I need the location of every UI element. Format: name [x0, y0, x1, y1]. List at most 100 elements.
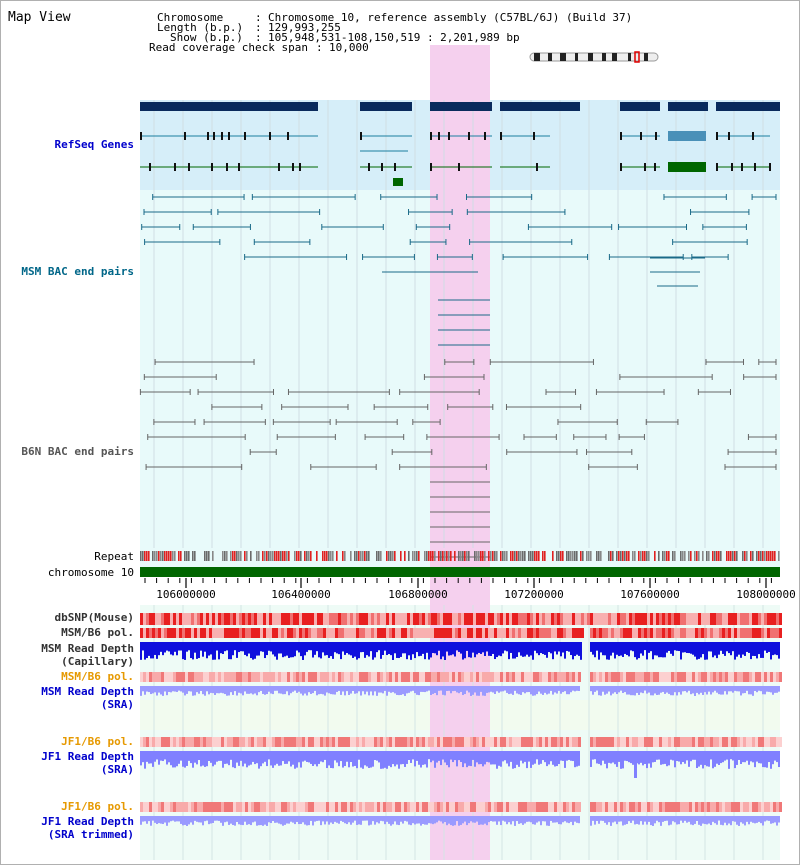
repeat-mark [490, 551, 492, 561]
track-label-jf1-pol-1[interactable]: JF1/B6 pol. [61, 735, 134, 748]
polymorphism-cell [659, 802, 662, 812]
repeat-mark [222, 551, 224, 561]
polymorphism-cell [647, 672, 650, 682]
read-depth-bar [150, 751, 152, 764]
read-depth-bar [380, 642, 382, 659]
polymorphism-cell [548, 613, 551, 625]
read-depth-bar [312, 751, 314, 766]
track-label-jf1-depth-sra[interactable]: JF1 Read Depth [41, 750, 134, 763]
read-depth-bar [680, 751, 682, 765]
read-depth-bar [776, 642, 778, 656]
polymorphism-cell [221, 628, 224, 638]
polymorphism-cell [671, 628, 674, 638]
read-depth-bar [684, 642, 686, 653]
read-depth-bar [518, 686, 520, 695]
read-depth-bar [420, 816, 422, 826]
polymorphism-cell [170, 672, 173, 682]
track-label-msm-depth-sra[interactable]: MSM Read Depth [41, 685, 134, 698]
read-depth-bar [446, 686, 448, 691]
polymorphism-cell [197, 802, 200, 812]
read-depth-bar [202, 686, 204, 695]
read-depth-bar [618, 686, 620, 693]
read-depth-bar [320, 642, 322, 659]
track-label-msm-b6-pol-2[interactable]: MSM/B6 pol. [61, 670, 134, 683]
polymorphism-cell [317, 613, 320, 625]
track-label-jf1-pol-2[interactable]: JF1/B6 pol. [61, 800, 134, 813]
read-depth-bar [656, 751, 658, 760]
polymorphism-cell [296, 672, 299, 682]
read-depth-bar [400, 751, 402, 765]
read-depth-bar [568, 751, 570, 760]
read-depth-bar [770, 751, 772, 769]
polymorphism-cell [695, 737, 698, 747]
read-depth-bar [516, 686, 518, 694]
polymorphism-cell [248, 737, 251, 747]
track-label-msm-b6-pol-1[interactable]: MSM/B6 pol. [61, 626, 134, 639]
track-label-msm-depth-capillary[interactable]: MSM Read Depth [41, 642, 134, 655]
read-depth-bar [310, 686, 312, 694]
polymorphism-cell [227, 628, 230, 638]
read-depth-bar [200, 686, 202, 691]
polymorphism-cell [206, 613, 209, 625]
polymorphism-cell [548, 628, 551, 638]
read-depth-bar [228, 751, 230, 766]
polymorphism-cell [398, 672, 401, 682]
polymorphism-cell [566, 737, 569, 747]
track-label-refseq[interactable]: RefSeq Genes [54, 138, 134, 151]
polymorphism-cell [266, 613, 269, 625]
track-label-repeat[interactable]: Repeat [94, 550, 134, 563]
track-label-dbsnp[interactable]: dbSNP(Mouse) [54, 611, 134, 624]
polymorphism-cell [299, 628, 302, 638]
track-label-jf1-depth-trimmed[interactable]: JF1 Read Depth [41, 815, 134, 828]
track-label-msm-bac[interactable]: MSM BAC end pairs [21, 265, 134, 278]
read-depth-bar [280, 686, 282, 694]
polymorphism-cell [590, 613, 593, 625]
track-label-b6n-bac[interactable]: B6N BAC end pairs [21, 445, 134, 458]
read-depth-bar [572, 816, 574, 826]
polymorphism-cell [494, 737, 497, 747]
read-depth-bar [550, 686, 552, 691]
read-depth-bar [760, 686, 762, 692]
polymorphism-cell [680, 802, 683, 812]
polymorphism-cell [629, 802, 632, 812]
read-depth-bar [704, 642, 706, 660]
read-depth-bar [354, 686, 356, 694]
track-label-chromosome[interactable]: chromosome 10 [47, 566, 134, 579]
read-depth-bar [182, 751, 184, 767]
polymorphism-cell [419, 628, 422, 638]
read-depth-bar [494, 751, 496, 765]
read-depth-bar [376, 751, 378, 761]
read-depth-bar [594, 642, 596, 658]
read-depth-bar [502, 751, 504, 762]
repeat-mark [478, 551, 480, 561]
read-depth-bar [752, 642, 754, 656]
read-depth-bar [300, 686, 302, 694]
polymorphism-cell [530, 802, 533, 812]
read-depth-bar [496, 751, 498, 769]
read-depth-bar [284, 686, 286, 695]
read-depth-bar [226, 642, 228, 651]
read-depth-bar [256, 816, 258, 826]
polymorphism-cell [731, 737, 734, 747]
polymorphism-cell [224, 737, 227, 747]
polymorphism-cell [692, 613, 695, 625]
polymorphism-cell [677, 802, 680, 812]
polymorphism-cell [326, 628, 329, 638]
polymorphism-cell [620, 613, 623, 625]
repeat-mark [430, 551, 432, 561]
read-depth-bar [312, 816, 314, 826]
read-depth-bar [598, 686, 600, 696]
read-depth-bar [142, 816, 144, 822]
polymorphism-cell [602, 672, 605, 682]
read-depth-bar [448, 816, 450, 824]
read-depth-bar [322, 686, 324, 695]
repeat-mark [696, 551, 698, 561]
read-depth-bar [532, 642, 534, 660]
read-depth-bar [552, 642, 554, 660]
polymorphism-cell [773, 737, 776, 747]
read-depth-bar [696, 686, 698, 693]
polymorphism-cell [434, 672, 437, 682]
polymorphism-cell [458, 672, 461, 682]
repeat-mark [672, 551, 674, 561]
